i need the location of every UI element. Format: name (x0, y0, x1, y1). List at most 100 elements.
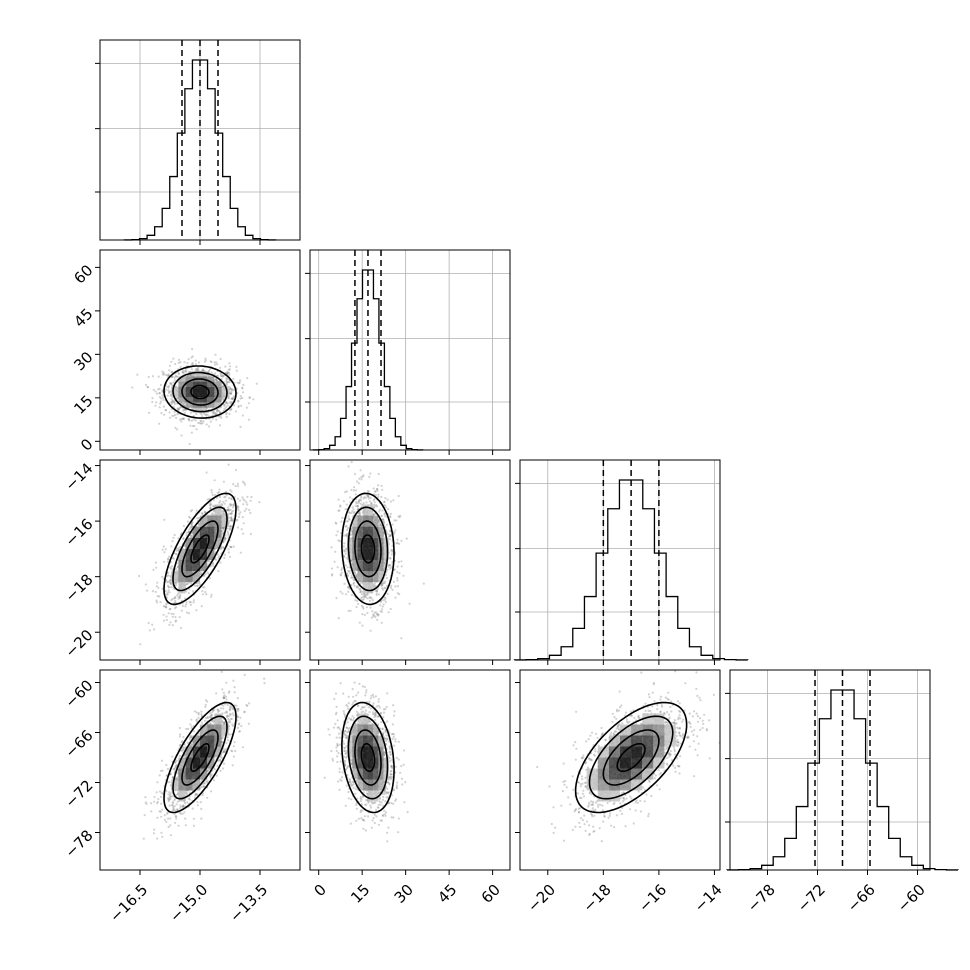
sample-point (347, 570, 350, 573)
sample-point (353, 510, 356, 514)
sample-point (227, 463, 230, 466)
sample-point (166, 797, 170, 800)
sample-point (176, 376, 179, 379)
sample-point (222, 691, 225, 694)
sample-point (208, 577, 212, 580)
sample-point (199, 785, 202, 788)
sample-point (146, 385, 149, 389)
sample-point (339, 590, 342, 593)
sample-point (168, 791, 171, 794)
sample-point (358, 477, 361, 480)
sample-point (248, 396, 251, 399)
sample-point (187, 531, 190, 534)
density-cell (171, 392, 179, 398)
sample-point (369, 629, 372, 632)
sample-point (232, 404, 236, 407)
sample-point (376, 612, 379, 616)
sample-point (170, 360, 173, 363)
sample-point (380, 600, 383, 603)
sample-point (165, 580, 168, 583)
sample-point (232, 708, 235, 711)
density-cell (178, 397, 186, 403)
sample-point (380, 584, 383, 587)
sample-point (383, 581, 386, 584)
sample-point (158, 392, 161, 395)
sample-point (178, 616, 181, 619)
sample-point (347, 585, 350, 589)
sample-point (383, 586, 386, 589)
sample-point (189, 723, 192, 726)
sample-point (389, 534, 392, 537)
sample-point (387, 564, 390, 567)
sample-point (187, 370, 190, 374)
sample-point (169, 574, 172, 578)
sample-point (215, 410, 219, 413)
sample-point (174, 599, 177, 603)
sample-point (335, 597, 338, 600)
sample-point (184, 597, 187, 600)
sample-point (343, 534, 347, 537)
sample-point (335, 522, 338, 525)
sample-point (190, 527, 193, 530)
sample-point (163, 560, 166, 563)
sample-point (355, 480, 359, 483)
sample-point (174, 426, 177, 429)
sample-point (376, 489, 379, 492)
sample-point (397, 494, 400, 498)
density-cell (373, 571, 379, 583)
sample-point (396, 541, 399, 545)
sample-point (214, 493, 217, 497)
sample-point (258, 501, 261, 504)
sample-point (248, 508, 251, 512)
sample-point (161, 389, 164, 392)
sample-point (218, 415, 221, 418)
density-cell (362, 537, 368, 549)
sample-point (211, 512, 214, 515)
sample-point (214, 353, 217, 356)
sample-point (176, 396, 179, 400)
sample-point (359, 469, 362, 472)
sample-point (186, 741, 189, 744)
sample-point (229, 545, 232, 549)
sample-point (230, 510, 233, 513)
sample-point (222, 696, 225, 699)
density-cell (192, 386, 200, 393)
sample-point (360, 499, 363, 502)
sample-point (232, 388, 236, 392)
sample-point (347, 517, 351, 521)
sample-point (360, 494, 363, 498)
sample-point (380, 524, 383, 527)
sample-point (368, 475, 371, 478)
sample-point (370, 502, 373, 505)
sample-point (190, 523, 193, 526)
sample-point (232, 509, 235, 512)
sample-point (230, 408, 233, 411)
sample-point (201, 593, 205, 596)
sample-point (354, 489, 357, 492)
density-cell (192, 392, 200, 398)
sample-point (196, 584, 199, 587)
sample-point (361, 598, 364, 602)
sample-point (368, 599, 372, 602)
sample-point (213, 411, 216, 414)
sample-point (231, 519, 234, 522)
sample-point (178, 726, 181, 730)
sample-point (350, 576, 353, 579)
sample-point (390, 566, 393, 569)
sample-point (236, 381, 239, 384)
sample-point (222, 526, 225, 529)
sample-point (341, 592, 344, 595)
density-cell (347, 548, 353, 560)
sample-point (381, 582, 384, 585)
sample-point (333, 560, 336, 563)
sample-point (218, 424, 222, 427)
sample-point (208, 425, 211, 428)
sample-point (235, 369, 238, 372)
sample-point (380, 515, 383, 518)
sample-point (184, 370, 187, 373)
hist-panel-bg-1 (310, 250, 510, 450)
density-cell (352, 526, 358, 538)
sample-point (227, 368, 230, 371)
sample-point (224, 534, 227, 537)
sample-point (389, 564, 392, 567)
